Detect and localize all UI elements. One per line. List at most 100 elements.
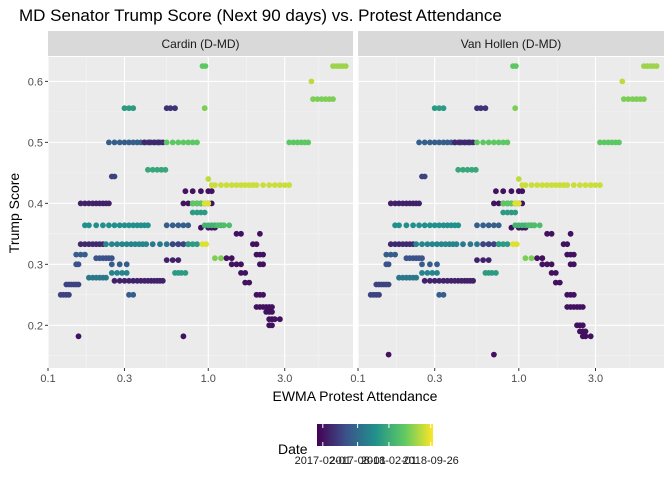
data-point [163, 222, 170, 229]
data-point [123, 241, 130, 248]
data-point [123, 270, 130, 276]
data-point [145, 166, 151, 173]
data-point [491, 241, 497, 248]
data-point [82, 200, 88, 207]
data-point [220, 222, 227, 229]
data-point [421, 222, 428, 229]
data-point [175, 139, 182, 146]
data-point [519, 188, 526, 195]
data-point [242, 279, 249, 286]
data-point [427, 277, 433, 284]
data-point [155, 139, 162, 146]
facet-strip-left [48, 31, 353, 56]
data-point [539, 261, 546, 268]
data-point [228, 261, 235, 268]
data-point [75, 333, 82, 340]
data-point [163, 257, 170, 263]
data-point [619, 78, 626, 85]
data-point [238, 261, 244, 268]
data-point [512, 209, 519, 216]
data-point [130, 222, 137, 229]
data-point [226, 222, 233, 229]
data-point [413, 274, 420, 281]
data-point [482, 105, 489, 112]
data-point [385, 281, 392, 288]
data-point [434, 261, 440, 268]
data-point [500, 200, 507, 207]
data-point [233, 230, 240, 237]
data-point [480, 222, 486, 229]
data-point [582, 328, 589, 335]
data-point [151, 139, 158, 146]
data-point [126, 277, 132, 284]
data-point [253, 241, 260, 248]
data-point [178, 270, 185, 276]
data-point [257, 230, 263, 237]
data-point [108, 261, 115, 268]
data-point [75, 281, 82, 288]
data-point [126, 222, 132, 229]
data-point [582, 333, 589, 340]
x-tick-label: 3.0 [277, 373, 292, 385]
data-point [149, 241, 156, 248]
data-point [436, 139, 443, 146]
y-tick-label: 0.3 [28, 259, 43, 271]
legend-label: 2018-09-26 [403, 455, 459, 467]
data-point [180, 139, 187, 146]
data-point [455, 222, 462, 229]
data-point [500, 139, 507, 146]
facet-panel-left: Cardin (D-MD) [47, 31, 353, 368]
data-point [491, 222, 497, 229]
data-point [508, 188, 515, 195]
data-point [253, 182, 260, 189]
data-point [130, 105, 137, 112]
data-point [436, 222, 443, 229]
data-point [480, 241, 486, 248]
data-point [271, 316, 278, 323]
data-point [383, 251, 390, 258]
data-point [123, 261, 130, 268]
data-point [143, 241, 150, 248]
color-legend: Date 2017-02-012017-08-012018-02-012018-… [278, 424, 459, 467]
data-point [77, 200, 84, 207]
data-point [539, 255, 546, 262]
data-point [189, 200, 196, 207]
data-point [387, 251, 394, 258]
data-point [570, 251, 577, 258]
data-point [403, 222, 410, 229]
data-point [534, 182, 540, 189]
data-point [126, 291, 132, 298]
data-point [457, 139, 463, 146]
data-point [233, 261, 240, 268]
data-point [419, 241, 425, 248]
data-point [504, 139, 511, 146]
data-point [198, 188, 204, 195]
data-point [480, 139, 486, 146]
data-point [515, 200, 522, 207]
data-point [504, 241, 511, 248]
data-point [485, 241, 492, 248]
data-point [466, 139, 472, 146]
data-point [121, 277, 128, 284]
data-point [149, 166, 156, 173]
x-axis-label: EWMA Protest Attendance [273, 388, 438, 404]
data-point [436, 277, 443, 284]
data-point [238, 182, 244, 189]
data-point [269, 322, 275, 329]
data-point [119, 241, 125, 248]
data-point [597, 139, 603, 146]
data-point [556, 279, 563, 286]
data-point [201, 105, 208, 112]
data-point [434, 270, 440, 276]
data-point [290, 139, 297, 146]
data-point [522, 255, 529, 262]
data-point [552, 270, 559, 276]
data-point [436, 291, 443, 298]
data-point [169, 222, 176, 229]
x-axis-left: 0.1 0.3 1.0 3.0 [40, 368, 292, 385]
x-tick-label: 1.0 [201, 373, 216, 385]
data-point [172, 105, 178, 112]
data-point [169, 241, 176, 248]
x-tick-label: 0.3 [427, 373, 442, 385]
data-point [66, 291, 72, 298]
